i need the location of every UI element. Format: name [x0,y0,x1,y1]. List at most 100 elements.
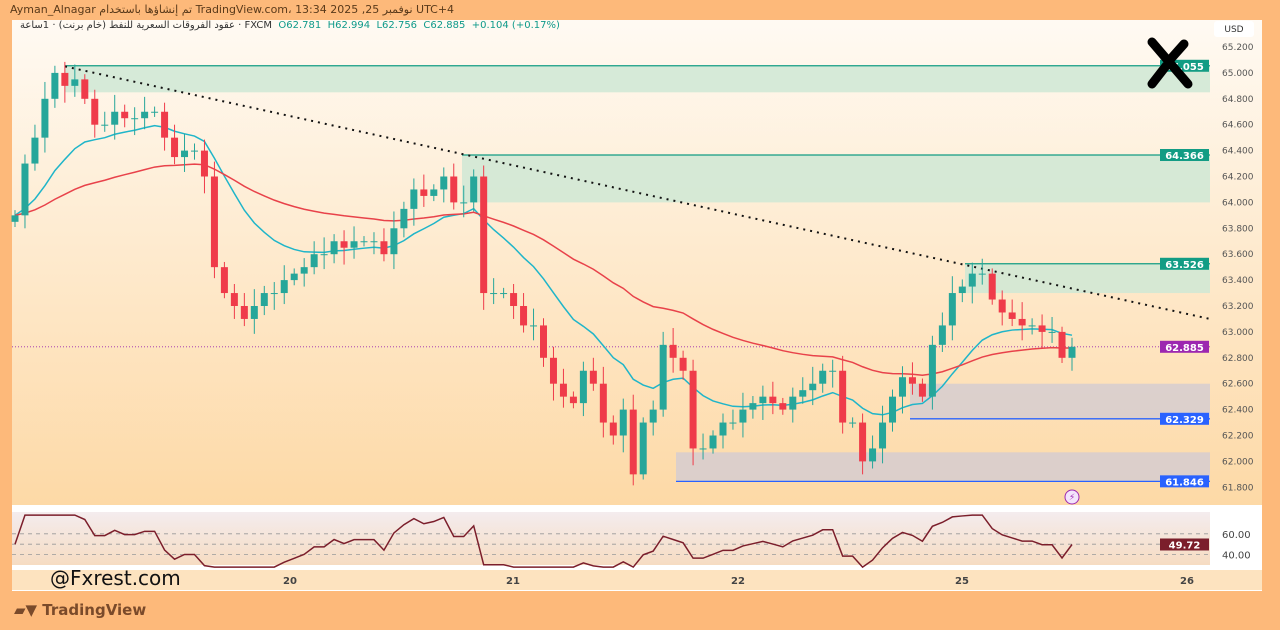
candle [639,422,647,475]
candle [689,370,697,449]
candle [31,137,39,164]
candle [998,299,1006,313]
symbol-name[interactable]: عقود الفروقات السعرية للنفط (خام برنت) ·… [20,20,273,31]
candle [729,422,737,424]
candle [420,189,428,196]
candle [380,241,388,255]
price-label: 63.526 [1165,260,1204,271]
x-tick-label: 26 [1180,576,1194,587]
candle [450,176,458,203]
candle [400,208,408,229]
candle [91,98,99,125]
price-label-badge [1160,340,1209,353]
candle [460,202,468,204]
candle [410,189,418,209]
x-tick-label: 22 [731,576,745,587]
candle [171,137,179,158]
candle [938,325,946,345]
price-label: 62.329 [1165,415,1204,426]
candle [540,325,547,358]
main-pane [12,20,1262,505]
candle [958,286,966,294]
candle [849,422,857,424]
price-label: 65.055 [1165,62,1204,73]
y-tick-label: 62.800 [1222,354,1254,364]
y-tick-label: 64.200 [1222,173,1254,183]
candle [609,422,617,436]
y-tick-label: 64.800 [1222,95,1254,105]
price-label: 62.885 [1165,343,1204,354]
candle [430,189,438,196]
y-tick-label: 63.200 [1222,302,1254,312]
candle [500,293,508,295]
candle [230,293,238,306]
candle [81,79,89,99]
candle [559,383,567,397]
candle [71,79,79,86]
candle [470,176,478,203]
candle [739,409,747,423]
y-tick-label: 65.200 [1222,43,1254,53]
price-label: 64.366 [1165,151,1204,162]
open-value: O62.781 [278,20,322,31]
candle [21,163,29,216]
candle [210,176,218,268]
lightning-icon[interactable] [1064,489,1080,505]
candle [340,241,348,248]
rsi-line [14,514,1073,569]
price-label: 61.846 [1165,477,1204,488]
candle [51,72,59,99]
candle [11,215,19,222]
candle [370,241,378,243]
candle [659,344,667,410]
currency-label: USD [1224,25,1243,35]
candle [360,241,368,243]
rsi-value-badge [1160,538,1209,551]
candle [789,396,797,410]
currency-box[interactable] [1214,21,1254,37]
tradingview-logo: ▰▼ TradingView [14,601,147,619]
y-tick-label: 61.800 [1222,483,1254,493]
candle [569,396,577,404]
brand-logo [1147,37,1193,89]
candle [839,370,847,423]
y-tick-label: 62.000 [1222,457,1254,467]
candle [240,306,248,319]
candle [330,241,338,255]
candle [1008,312,1016,319]
candle [1028,325,1036,327]
candle [908,377,916,384]
y-tick-label: 62.600 [1222,380,1254,390]
price-label-badge [1160,412,1209,425]
low-value: L62.756 [376,20,418,31]
candle [589,370,597,384]
candle [809,383,817,391]
y-tick-label: 62.200 [1222,432,1254,442]
candle [200,150,208,177]
tradingview-icon: ▰▼ [14,601,43,619]
candle [151,111,159,113]
candle [270,293,278,295]
y-tick-label: 64.400 [1222,147,1254,157]
candle [719,422,727,436]
candle [918,383,926,397]
candle [280,280,288,294]
candle [579,370,587,404]
high-value: H62.994 [327,20,371,31]
candle [799,390,807,397]
candle [111,111,119,125]
candle [898,377,906,397]
watermark: @Fxrest.com [50,566,181,590]
candle [480,176,488,294]
candle [300,267,308,274]
time-axis [12,570,1262,590]
candle [530,325,538,327]
price-label-badge [1160,475,1209,488]
candle [649,409,657,423]
candle [250,306,258,319]
candle [320,254,328,256]
candle [1048,331,1056,333]
candle [619,409,627,436]
y-tick-label: 63.400 [1222,276,1254,286]
